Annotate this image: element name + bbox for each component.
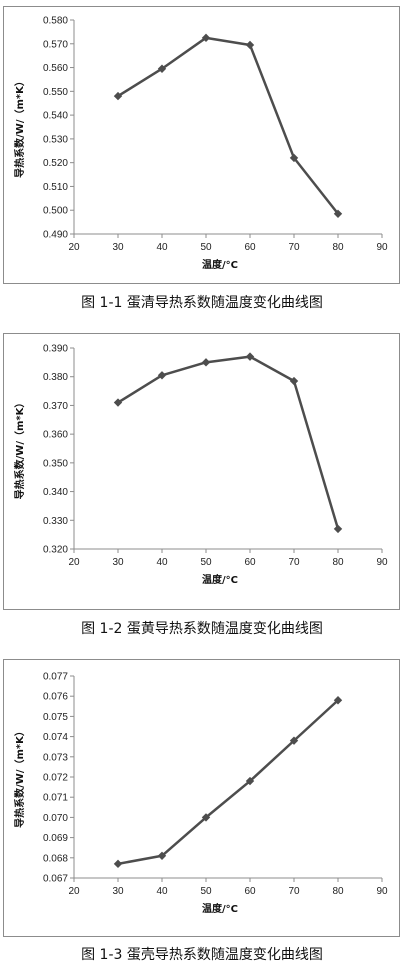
y-tick-label: 0.330: [43, 516, 68, 527]
x-axis-title: 温度/°C: [202, 902, 238, 915]
y-tick-label: 0.067: [43, 874, 68, 885]
y-tick-label: 0.370: [43, 401, 68, 412]
series-line: [117, 699, 339, 866]
x-tick-label: 20: [68, 242, 80, 253]
x-tick-label: 90: [376, 242, 388, 253]
y-tick-label: 0.320: [43, 545, 68, 556]
x-tick-label: 50: [200, 886, 212, 897]
data-point-marker: [157, 64, 167, 73]
data-point-marker: [289, 736, 299, 745]
x-tick-label: 60: [244, 557, 256, 568]
x-tick-label: 50: [200, 242, 212, 253]
y-tick-label: 0.340: [43, 487, 68, 498]
y-tick-label: 0.380: [43, 372, 68, 383]
chart-egg-white: 0.490 0.500 0.510 0.520 0.530 0.540 0.550 0.560…: [13, 16, 388, 272]
chart-panel-egg-yolk: 0.320 0.330 0.340 0.350 0.360 0.370 0.380 0.390…: [3, 333, 400, 610]
y-tick-label: 0.069: [43, 833, 68, 844]
data-point-marker: [113, 398, 123, 407]
x-tick-label: 20: [68, 886, 80, 897]
chart-panel-egg-white: 0.490 0.500 0.510 0.520 0.530 0.540 0.550 0.560…: [3, 6, 400, 284]
series-line: [117, 355, 340, 530]
y-tick-label: 0.560: [43, 63, 68, 74]
y-tick-label: 0.075: [43, 712, 68, 723]
y-tick-label: 0.570: [43, 39, 68, 50]
y-tick-label: 0.073: [43, 752, 68, 763]
data-point-marker: [201, 33, 211, 43]
data-point-marker: [333, 209, 343, 218]
x-tick-label: 70: [288, 242, 300, 253]
caption-egg-shell: 图 1-3 蛋壳导热系数随温度变化曲线图: [81, 947, 323, 963]
x-tick-label: 40: [156, 242, 168, 253]
y-tick-label: 0.072: [43, 773, 68, 784]
x-tick-label: 70: [288, 886, 300, 897]
data-point-marker: [333, 524, 343, 534]
y-tick-label: 0.077: [43, 672, 68, 683]
x-tick-label: 80: [332, 242, 344, 253]
y-tick-label: 0.510: [43, 182, 68, 193]
caption-egg-white: 图 1-1 蛋清导热系数随温度变化曲线图: [81, 295, 323, 311]
chart-panel-egg-shell: 0.067 0.068 0.069 0.070 0.071 0.072 0.073 0.074…: [3, 659, 400, 937]
y-tick-label: 0.068: [43, 853, 68, 864]
data-point-marker: [113, 91, 123, 101]
x-tick-label: 90: [376, 886, 388, 897]
x-tick-label: 60: [244, 886, 256, 897]
data-point-marker: [333, 696, 343, 705]
series-line: [117, 36, 339, 215]
y-tick-label: 0.074: [43, 732, 68, 743]
x-tick-label: 50: [200, 557, 212, 568]
y-tick-label: 0.490: [43, 230, 68, 241]
x-tick-label: 30: [112, 557, 124, 568]
y-tick-label: 0.530: [43, 134, 68, 145]
x-tick-label: 80: [332, 886, 344, 897]
y-tick-label: 0.350: [43, 458, 68, 469]
x-axis-title: 温度/°C: [202, 258, 238, 271]
y-tick-label: 0.390: [43, 344, 68, 355]
x-tick-label: 40: [156, 886, 168, 897]
x-tick-label: 80: [332, 557, 344, 568]
y-tick-label: 0.550: [43, 87, 68, 98]
data-point-marker: [201, 358, 211, 367]
x-tick-label: 30: [112, 242, 124, 253]
data-point-marker: [245, 352, 255, 361]
x-axis-title: 温度/°C: [202, 573, 238, 586]
data-point-marker: [289, 153, 299, 163]
y-tick-label: 0.500: [43, 206, 68, 217]
y-axis-title: 导热系数/W/（m*K）: [13, 398, 26, 500]
y-tick-label: 0.071: [43, 793, 68, 804]
x-tick-label: 20: [68, 557, 80, 568]
y-axis-title: 导热系数/W/（m*K）: [13, 76, 26, 178]
data-point-marker: [113, 859, 123, 869]
y-tick-label: 0.070: [43, 813, 68, 824]
y-tick-label: 0.360: [43, 430, 68, 441]
y-tick-label: 0.540: [43, 111, 68, 122]
x-tick-label: 30: [112, 886, 124, 897]
chart-egg-shell: 0.067 0.068 0.069 0.070 0.071 0.072 0.073 0.074…: [13, 672, 388, 916]
caption-egg-yolk: 图 1-2 蛋黄导热系数随温度变化曲线图: [81, 621, 323, 637]
y-axis-title: 导热系数/W/（m*K）: [13, 726, 26, 828]
y-tick-label: 0.520: [43, 158, 68, 169]
data-point-marker: [157, 371, 167, 380]
y-tick-label: 0.076: [43, 692, 68, 703]
x-tick-label: 70: [288, 557, 300, 568]
data-point-marker: [289, 376, 299, 386]
data-point-marker: [245, 40, 255, 50]
x-tick-label: 90: [376, 557, 388, 568]
chart-egg-yolk: 0.320 0.330 0.340 0.350 0.360 0.370 0.380 0.390…: [13, 344, 388, 587]
x-tick-label: 40: [156, 557, 168, 568]
x-tick-label: 60: [244, 242, 256, 253]
y-tick-label: 0.580: [43, 16, 68, 27]
